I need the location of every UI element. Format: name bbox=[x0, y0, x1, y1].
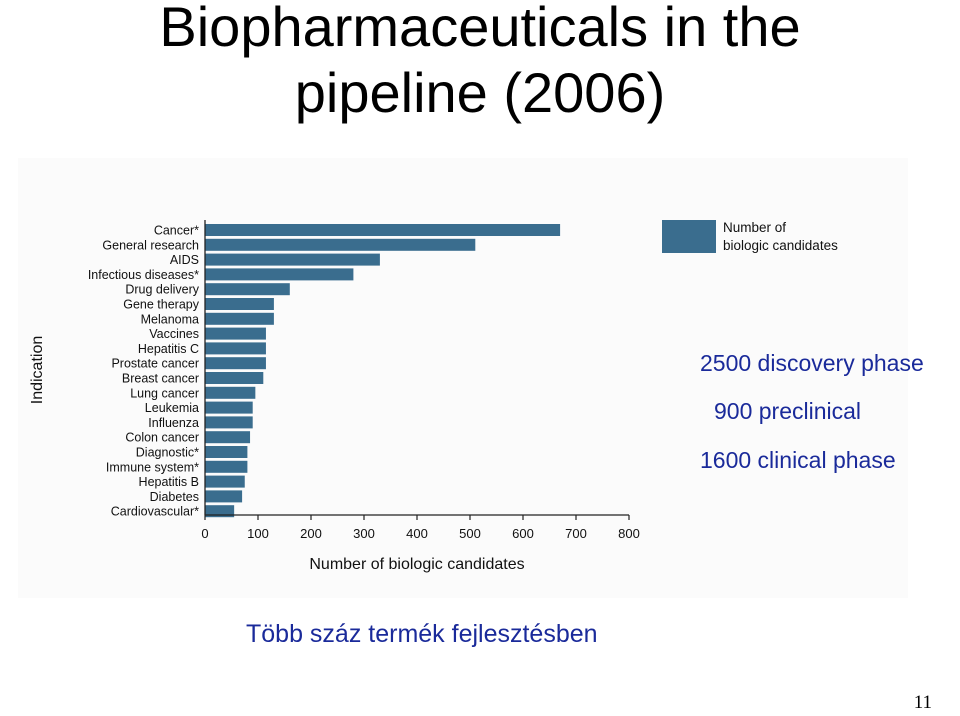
bar bbox=[205, 460, 248, 473]
category-label: Lung cancer bbox=[130, 386, 199, 400]
category-label: Influenza bbox=[148, 416, 199, 430]
bar bbox=[205, 386, 256, 399]
category-label: Cancer* bbox=[154, 224, 199, 238]
category-label: Colon cancer bbox=[125, 431, 199, 445]
x-tick-label: 200 bbox=[300, 526, 322, 541]
category-label: Breast cancer bbox=[122, 372, 199, 386]
slide-title: Biopharmaceuticals in the pipeline (2006… bbox=[0, 0, 960, 126]
bar bbox=[205, 372, 264, 384]
x-tick-label: 400 bbox=[406, 526, 428, 541]
x-tick-label: 600 bbox=[512, 526, 534, 541]
bar bbox=[205, 268, 354, 281]
bar bbox=[205, 505, 235, 518]
x-tick-label: 500 bbox=[459, 526, 481, 541]
chart-area: Cancer* General research AIDS Infectious di… bbox=[18, 158, 908, 598]
category-label: General research bbox=[102, 238, 199, 252]
title-line-1: Biopharmaceuticals in the bbox=[159, 0, 801, 58]
bar bbox=[205, 253, 380, 266]
category-label: Diabetes bbox=[150, 490, 199, 504]
page-number: 11 bbox=[913, 692, 932, 713]
legend-label-line-2: biologic candidates bbox=[723, 238, 838, 253]
x-tick-label: 800 bbox=[618, 526, 640, 541]
category-label: Gene therapy bbox=[123, 298, 199, 312]
bar bbox=[205, 342, 266, 355]
bar bbox=[205, 446, 248, 458]
category-label: Vaccines bbox=[149, 327, 199, 341]
x-tick-label: 0 bbox=[201, 526, 208, 541]
title-line-2: pipeline (2006) bbox=[294, 61, 666, 124]
note-preclinical: 900 preclinical bbox=[714, 398, 862, 424]
bar bbox=[205, 327, 266, 340]
x-tick-label: 100 bbox=[247, 526, 269, 541]
y-axis-title: Indication bbox=[29, 336, 46, 405]
x-axis-title: Number of biologic candidates bbox=[309, 556, 524, 573]
category-label: Cardiovascular* bbox=[111, 505, 199, 519]
category-label: Immune system* bbox=[106, 460, 199, 474]
legend-swatch bbox=[662, 220, 716, 253]
x-tick-label: 300 bbox=[353, 526, 375, 541]
note-discovery: 2500 discovery phase bbox=[700, 350, 924, 376]
bar bbox=[205, 416, 253, 429]
bar bbox=[205, 238, 476, 251]
category-label: Drug delivery bbox=[125, 283, 199, 297]
bar bbox=[205, 224, 561, 236]
bar bbox=[205, 298, 274, 310]
bar bbox=[205, 357, 266, 370]
category-label: Leukemia bbox=[145, 401, 199, 415]
bar bbox=[205, 431, 251, 444]
note-clinical: 1600 clinical phase bbox=[700, 447, 896, 473]
bar bbox=[205, 490, 243, 503]
category-label: AIDS bbox=[170, 253, 199, 267]
legend-label-line-1: Number of bbox=[723, 220, 786, 235]
category-label: Diagnostic* bbox=[136, 446, 199, 460]
category-label: Melanoma bbox=[141, 312, 199, 326]
bar bbox=[205, 283, 290, 296]
x-tick-label: 700 bbox=[565, 526, 587, 541]
category-label: Infectious diseases* bbox=[88, 268, 199, 282]
bar bbox=[205, 475, 245, 488]
bar bbox=[205, 312, 274, 325]
category-label: Prostate cancer bbox=[111, 357, 199, 371]
bar bbox=[205, 401, 253, 414]
category-label: Hepatitis C bbox=[138, 342, 199, 356]
category-label: Hepatitis B bbox=[139, 475, 199, 489]
footer-text: Több száz termék fejlesztésben bbox=[246, 620, 598, 648]
